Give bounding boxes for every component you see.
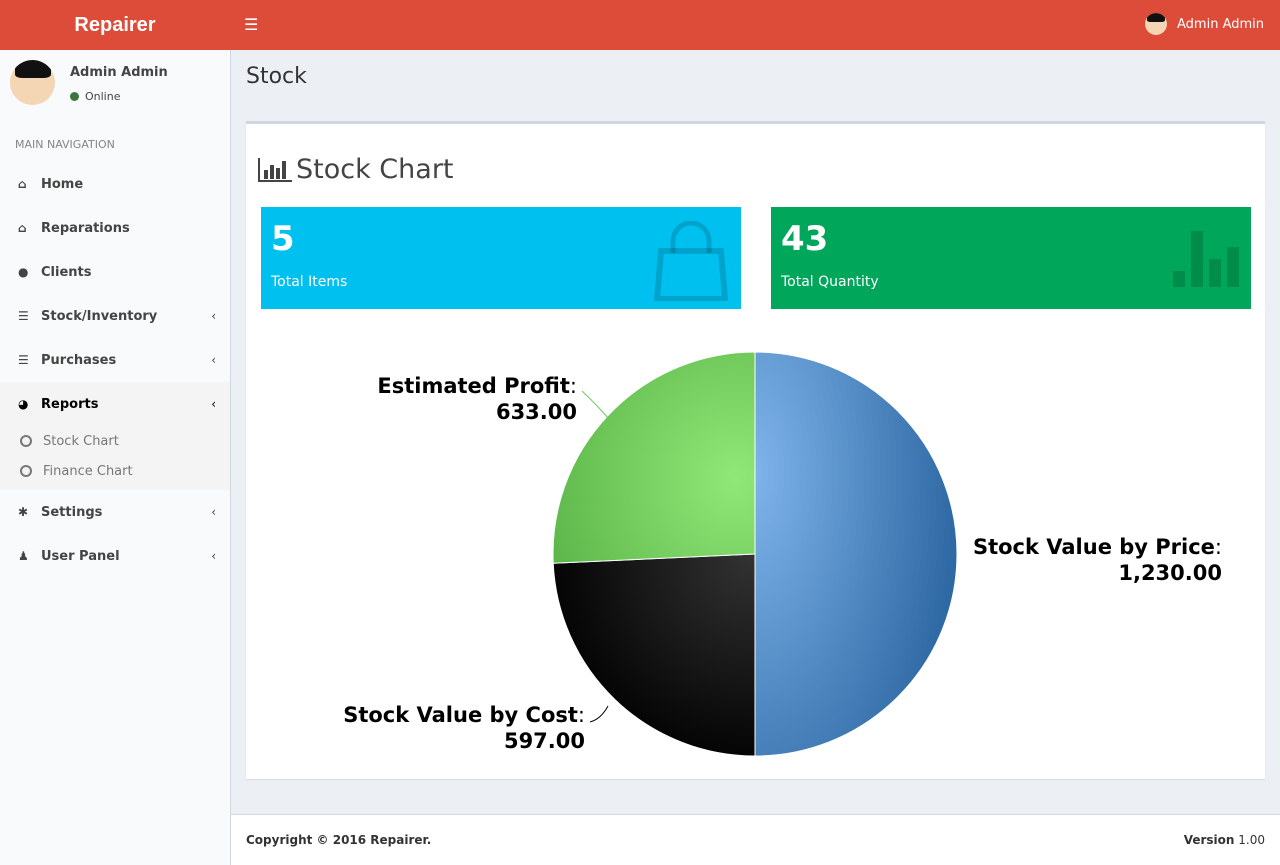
top-navbar: Repairer ☰ Admin Admin	[0, 0, 1280, 50]
sidebar-item-reparations[interactable]: ⌂ Reparations	[0, 206, 230, 250]
leader-line-profit	[581, 390, 609, 419]
reports-submenu: Stock Chart Finance Chart	[0, 426, 230, 490]
version-label: Version	[1183, 833, 1235, 847]
leader-line-cost	[589, 705, 609, 723]
sidebar: Admin Admin Online MAIN NAVIGATION ⌂ Home…	[0, 50, 231, 865]
home-icon: ⌂	[18, 221, 27, 235]
home-icon: ⌂	[18, 177, 27, 191]
avatar	[1145, 13, 1167, 35]
box-title: Stock Chart	[258, 154, 454, 185]
copyright: Copyright © 2016 Repairer.	[246, 833, 432, 847]
menu-toggle-icon[interactable]: ☰	[244, 15, 259, 34]
user-icon: ♟	[18, 549, 29, 563]
pie-slice-cost[interactable]	[552, 553, 756, 757]
online-dot-icon	[70, 92, 79, 101]
user-name: Admin Admin	[1177, 16, 1264, 32]
slice-label-cost: Stock Value by Cost: 597.00	[343, 703, 585, 753]
label: Reports	[41, 396, 99, 412]
total-quantity-label: Total Quantity	[781, 274, 879, 290]
bar-chart-icon	[258, 157, 292, 182]
nav-header: MAIN NAVIGATION	[15, 138, 115, 151]
submenu-finance-chart[interactable]: Finance Chart	[0, 456, 230, 486]
total-quantity-value: 43	[781, 219, 829, 259]
label: Finance Chart	[43, 463, 133, 479]
page-title: Stock	[246, 64, 307, 89]
pie-chart	[552, 351, 958, 757]
sidebar-item-purchases[interactable]: ☰ Purchases ‹	[0, 338, 230, 382]
label: Home	[41, 176, 84, 192]
chevron-left-icon: ‹	[211, 309, 216, 323]
list-icon: ☰	[18, 353, 29, 367]
version: Version 1.00	[1184, 833, 1265, 847]
user-menu[interactable]: Admin Admin	[1145, 13, 1264, 35]
user-avatar	[10, 60, 55, 105]
label: User Panel	[41, 548, 120, 564]
version-number: 1.00	[1238, 833, 1265, 847]
users-icon: ●	[18, 265, 29, 279]
box-title-text: Stock Chart	[296, 154, 454, 185]
slice-label-profit: Estimated Profit: 633.00	[377, 374, 577, 424]
pie-slice-price[interactable]	[754, 351, 958, 757]
sidebar-item-reports[interactable]: ◕ Reports ‹	[0, 382, 230, 426]
list-icon: ☰	[18, 309, 29, 323]
label: Stock/Inventory	[41, 308, 158, 324]
label: Reparations	[41, 220, 130, 236]
label: Clients	[41, 264, 92, 280]
sidebar-item-stock-inventory[interactable]: ☰ Stock/Inventory ‹	[0, 294, 230, 338]
chevron-left-icon: ‹	[211, 353, 216, 367]
chevron-left-icon: ‹	[211, 397, 216, 411]
slice-label-price: Stock Value by Price: 1,230.00	[972, 535, 1222, 585]
total-quantity-tile: 43 Total Quantity	[771, 207, 1251, 309]
chevron-left-icon: ‹	[211, 549, 216, 563]
gear-icon: ✱	[18, 505, 29, 519]
sidebar-item-user-panel[interactable]: ♟ User Panel ‹	[0, 534, 230, 578]
label: Settings	[41, 504, 103, 520]
shopping-bag-icon	[653, 221, 729, 301]
label: Stock Chart	[43, 433, 119, 449]
bar-chart-icon	[1173, 231, 1239, 287]
stock-chart-box: Stock Chart 5 Total Items 43 Total Quant…	[246, 121, 1265, 779]
online-status: Online	[70, 90, 120, 103]
logo[interactable]: Repairer	[74, 14, 156, 36]
pie-slice-profit[interactable]	[552, 351, 756, 564]
sidebar-item-home[interactable]: ⌂ Home	[0, 162, 230, 206]
circle-icon	[20, 465, 32, 477]
total-items-value: 5	[271, 219, 295, 259]
circle-icon	[20, 435, 32, 447]
total-items-tile: 5 Total Items	[261, 207, 741, 309]
sidebar-user-name: Admin Admin	[70, 65, 168, 80]
sidebar-item-settings[interactable]: ✱ Settings ‹	[0, 490, 230, 534]
sidebar-item-clients[interactable]: ● Clients	[0, 250, 230, 294]
total-items-label: Total Items	[271, 274, 348, 290]
label: Purchases	[41, 352, 117, 368]
submenu-stock-chart[interactable]: Stock Chart	[0, 426, 230, 456]
pie-chart-icon: ◕	[18, 397, 29, 411]
footer: Copyright © 2016 Repairer. Version 1.00	[231, 814, 1280, 865]
chevron-left-icon: ‹	[211, 505, 216, 519]
status-text: Online	[85, 90, 121, 103]
